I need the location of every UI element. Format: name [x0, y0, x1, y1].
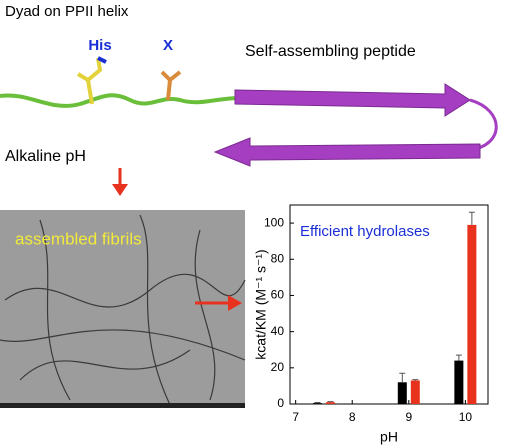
- his-sidechain: [76, 57, 103, 105]
- x-sidechain: [160, 70, 182, 101]
- his-nitrogen: [97, 56, 107, 64]
- beta-turn: [469, 98, 498, 152]
- bar: [325, 402, 335, 404]
- error-bar: [327, 401, 334, 403]
- plot-frame: [289, 204, 489, 405]
- bar: [467, 224, 477, 404]
- x-tick-label: 8: [349, 410, 356, 424]
- bar: [397, 382, 407, 404]
- error-bar: [468, 211, 475, 225]
- error-bar: [314, 402, 321, 404]
- x-label: X: [163, 37, 173, 54]
- x-tick-label: 7: [292, 410, 299, 424]
- x-axis-label: pH: [380, 429, 398, 445]
- y-tick-label: 60: [271, 288, 285, 302]
- y-tick-label: 20: [271, 360, 285, 374]
- peptide-label: Self-assembling peptide: [245, 43, 416, 60]
- error-bar: [399, 372, 406, 383]
- bar: [312, 403, 322, 404]
- arrow-right-head: [228, 295, 242, 311]
- tem-footer: [0, 403, 245, 408]
- alkaline-label: Alkaline pH: [5, 148, 86, 165]
- bar: [410, 380, 420, 404]
- tem-image: [0, 210, 245, 408]
- y-tick-label: 40: [271, 324, 285, 338]
- y-axis-label: kcat/KM (M⁻¹ s⁻¹): [253, 249, 269, 359]
- y-tick-label: 100: [264, 215, 284, 229]
- beta-strand-bottom: [213, 137, 481, 167]
- beta-strand-top: [234, 83, 471, 117]
- chart-title: Efficient hydrolases: [300, 223, 430, 240]
- helix-backbone: [0, 93, 241, 108]
- bar: [454, 360, 464, 404]
- x-tick-label: 10: [459, 410, 473, 424]
- arrow-down-head: [112, 184, 128, 196]
- error-bar: [455, 354, 462, 361]
- fibrils: [0, 214, 246, 406]
- x-tick-label: 9: [405, 410, 412, 424]
- y-tick-label: 0: [277, 396, 284, 410]
- error-bar: [412, 379, 419, 381]
- fibrils-label: assembled fibrils: [15, 229, 142, 248]
- his-label: His: [88, 37, 111, 54]
- chart: 0 20 40 60 80 100 7 8 9 10 pH kcat/KM (M⁻¹ s⁻¹) Effi…: [253, 204, 489, 445]
- dyad-label: Dyad on PPII helix: [5, 3, 129, 20]
- y-tick-label: 80: [271, 251, 285, 265]
